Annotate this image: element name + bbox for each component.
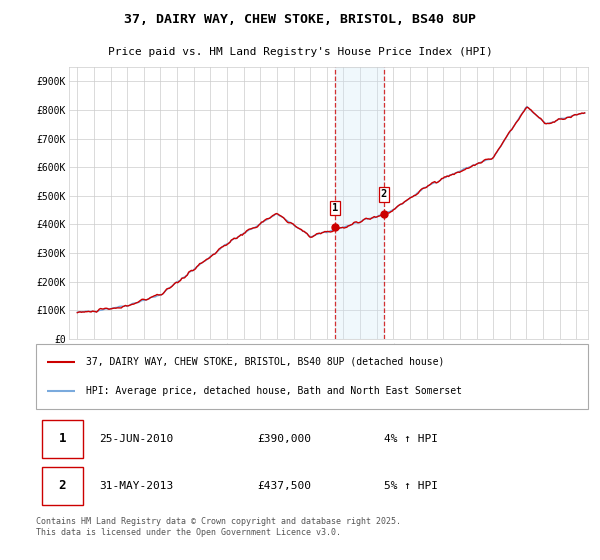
Text: 37, DAIRY WAY, CHEW STOKE, BRISTOL, BS40 8UP: 37, DAIRY WAY, CHEW STOKE, BRISTOL, BS40… bbox=[124, 13, 476, 26]
FancyBboxPatch shape bbox=[41, 420, 83, 458]
FancyBboxPatch shape bbox=[36, 344, 588, 409]
Text: 2: 2 bbox=[380, 189, 387, 199]
Text: Price paid vs. HM Land Registry's House Price Index (HPI): Price paid vs. HM Land Registry's House … bbox=[107, 47, 493, 57]
Text: £437,500: £437,500 bbox=[257, 481, 311, 491]
Text: 2: 2 bbox=[58, 479, 66, 492]
Text: £390,000: £390,000 bbox=[257, 435, 311, 445]
Text: 5% ↑ HPI: 5% ↑ HPI bbox=[384, 481, 438, 491]
Text: Contains HM Land Registry data © Crown copyright and database right 2025.
This d: Contains HM Land Registry data © Crown c… bbox=[36, 517, 401, 537]
Text: 25-JUN-2010: 25-JUN-2010 bbox=[100, 435, 174, 445]
Bar bbox=[335, 67, 384, 339]
Text: 1: 1 bbox=[58, 432, 66, 445]
Text: HPI: Average price, detached house, Bath and North East Somerset: HPI: Average price, detached house, Bath… bbox=[86, 386, 461, 396]
FancyBboxPatch shape bbox=[41, 467, 83, 505]
Text: 31-MAY-2013: 31-MAY-2013 bbox=[100, 481, 174, 491]
Text: 4% ↑ HPI: 4% ↑ HPI bbox=[384, 435, 438, 445]
Text: 1: 1 bbox=[332, 203, 338, 213]
Text: 37, DAIRY WAY, CHEW STOKE, BRISTOL, BS40 8UP (detached house): 37, DAIRY WAY, CHEW STOKE, BRISTOL, BS40… bbox=[86, 357, 444, 367]
